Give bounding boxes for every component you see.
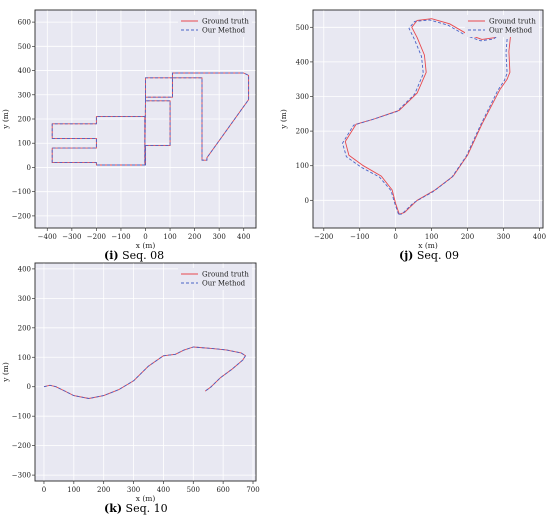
legend-label: Ground truth (202, 18, 249, 26)
y-tick-label: 200 (18, 116, 31, 124)
x-tick-label: 300 (497, 233, 510, 241)
y-axis-label: y (m) (1, 362, 10, 383)
chart-seq09: −200 −100 0 100 200 300 400 0 100 200 300 400 500 x (… (279, 9, 546, 250)
y-tick-label: 100 (18, 354, 31, 362)
plot-frame (34, 9, 257, 229)
y-tick-label: 400 (18, 265, 31, 273)
legend-box (178, 268, 252, 290)
caption-seq09: (j) Seq. 09 (399, 249, 459, 262)
plot-frame (34, 262, 257, 482)
y-tick-label: −100 (12, 413, 31, 421)
caption-seq10-letter: (k) (104, 502, 123, 515)
x-axis-label: x (m) (418, 241, 438, 250)
y-axis-label: y (m) (1, 109, 10, 130)
y-tick-label: −100 (12, 188, 31, 196)
y-tick-label: 300 (296, 93, 309, 101)
caption-seq09-letter: (j) (399, 249, 414, 262)
x-tick-label: 100 (425, 233, 438, 241)
x-tick-label: −400 (38, 233, 57, 241)
x-axis-label: x (m) (136, 494, 156, 503)
x-tick-label: −300 (62, 233, 81, 241)
y-tick-label: −200 (12, 212, 31, 220)
chart-seq10: 0 100 200 300 400 500 600 700 −300 −200 −100 0 100 20… (1, 262, 260, 503)
series-line-our-method (342, 19, 508, 215)
x-axis-label: x (m) (136, 241, 156, 250)
y-tick-label: 200 (18, 324, 31, 332)
series-line-our-method (43, 346, 246, 399)
legend-box (178, 15, 252, 37)
legend-label: Ground truth (489, 18, 536, 26)
y-tick-label: −200 (12, 442, 31, 450)
x-tick-label: 0 (42, 486, 46, 494)
x-tick-label: 400 (533, 233, 546, 241)
x-tick-label: −100 (111, 233, 130, 241)
y-tick-label: 400 (296, 58, 309, 66)
series-line-ground-truth (344, 18, 512, 215)
x-tick-label: 0 (143, 233, 147, 241)
x-tick-label: 400 (157, 486, 170, 494)
legend-box (465, 15, 539, 37)
y-tick-label: 200 (296, 128, 309, 136)
caption-seq10: (k) Seq. 10 (104, 502, 168, 515)
plot-area (312, 9, 544, 229)
x-tick-label: −100 (350, 233, 369, 241)
x-tick-label: −200 (314, 233, 333, 241)
y-tick-label: 0 (27, 164, 31, 172)
x-tick-label: 500 (187, 486, 200, 494)
caption-seq08-letter: (i) (104, 249, 119, 262)
x-tick-label: 200 (188, 233, 201, 241)
y-tick-label: 500 (296, 24, 309, 32)
y-tick-label: 100 (18, 140, 31, 148)
y-tick-label: 400 (18, 67, 31, 75)
x-tick-label: 0 (393, 233, 397, 241)
x-tick-label: 200 (461, 233, 474, 241)
series-line-our-method (51, 72, 250, 166)
legend-label: Ground truth (202, 271, 249, 279)
y-tick-label: 0 (27, 383, 31, 391)
x-tick-label: 400 (237, 233, 250, 241)
x-tick-label: 300 (127, 486, 140, 494)
legend-label: Our Method (202, 280, 246, 288)
y-tick-label: 0 (305, 197, 309, 205)
caption-seq09-text: Seq. 09 (413, 249, 459, 262)
y-tick-label: 300 (18, 295, 31, 303)
y-tick-label: 600 (18, 19, 31, 27)
caption-seq08: (i) Seq. 08 (104, 249, 164, 262)
y-axis-label: y (m) (279, 109, 288, 130)
x-tick-label: 300 (212, 233, 225, 241)
legend-label: Our Method (202, 27, 246, 35)
x-tick-label: 100 (163, 233, 176, 241)
y-tick-label: −300 (12, 472, 31, 480)
x-tick-label: 100 (67, 486, 80, 494)
y-tick-label: 100 (296, 162, 309, 170)
x-tick-label: −200 (87, 233, 106, 241)
plot-frame (312, 9, 544, 229)
chart-seq08: −400 −300 −200 −100 0 100 200 300 400 −200 −100 0 10… (1, 9, 257, 250)
y-tick-label: 300 (18, 91, 31, 99)
x-tick-label: 700 (246, 486, 259, 494)
caption-seq08-text: Seq. 08 (118, 249, 165, 262)
caption-seq10-text: Seq. 10 (122, 502, 168, 515)
legend-label: Our Method (489, 27, 533, 35)
x-tick-label: 600 (216, 486, 229, 494)
x-tick-label: 200 (97, 486, 110, 494)
y-tick-label: 500 (18, 43, 31, 51)
